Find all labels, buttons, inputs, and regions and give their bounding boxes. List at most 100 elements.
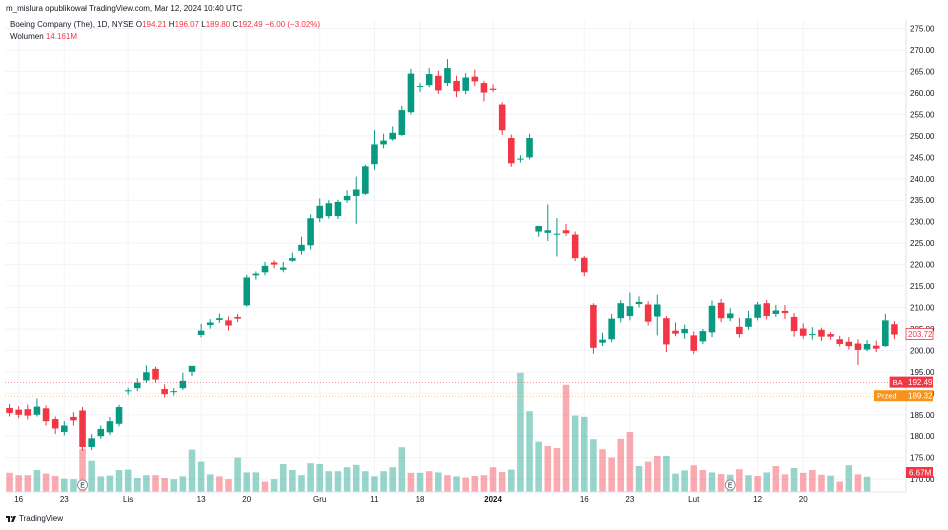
price-lines <box>5 382 905 397</box>
time-tick-label: 11 <box>370 495 379 504</box>
volume-bar <box>809 470 816 492</box>
volume-bar <box>143 475 150 492</box>
legend-volume-label[interactable]: Wolumen <box>10 32 44 41</box>
candle-body <box>480 83 488 93</box>
candle-body <box>343 195 351 201</box>
volume-bar <box>6 472 13 492</box>
price-tick-label: 255.00 <box>910 110 935 119</box>
candle-body <box>15 409 22 415</box>
volume-bar <box>471 476 479 492</box>
price-badge <box>889 376 933 388</box>
legend-symbol[interactable]: Boeing Company (The), 1D, NYSE <box>10 20 134 29</box>
candle-body <box>61 425 68 432</box>
volume-bar <box>644 461 652 492</box>
volume-bar <box>352 464 360 492</box>
volume-bar <box>535 441 542 492</box>
candle-body <box>854 343 862 350</box>
candle-body <box>161 389 168 395</box>
candle-body <box>872 345 880 349</box>
legend-low: 189.80 <box>205 20 231 29</box>
candle-body <box>425 74 433 86</box>
volume-bar <box>444 475 451 492</box>
candle-body <box>891 324 898 335</box>
volume-bar <box>626 432 634 492</box>
candle-body <box>79 410 86 447</box>
candle-body <box>681 328 688 334</box>
candle-body <box>726 313 734 319</box>
price-badge-value: 189.32 <box>908 392 933 401</box>
volume-bar <box>435 472 442 492</box>
volume-bar <box>70 479 77 492</box>
candle-body <box>526 138 533 158</box>
volume-bar <box>24 475 32 492</box>
volume-bar <box>225 479 232 492</box>
volume-bar <box>398 447 406 492</box>
volume-bar <box>298 475 305 492</box>
candle-body <box>416 86 424 88</box>
volume-bar <box>517 372 524 492</box>
candle-body <box>243 277 251 306</box>
time-tick-label: 20 <box>242 495 251 504</box>
volume-bar <box>270 479 278 492</box>
candle-body <box>152 368 159 380</box>
candle-body <box>106 421 114 433</box>
volume-bar <box>362 471 369 492</box>
price-axis-bg <box>906 0 948 492</box>
volume-bar <box>307 463 314 492</box>
price-tick-label: 270.00 <box>910 46 935 55</box>
volume-bar <box>279 464 287 492</box>
volume-bar <box>206 474 214 492</box>
legend-high: 196.07 <box>174 20 200 29</box>
candle-body <box>644 304 652 322</box>
price-badge-tag: BA <box>893 378 903 387</box>
price-axis: 275.00 270.00 265.00 260.00 255.00 250.00 245.… <box>874 0 948 492</box>
price-tick-label: 250.00 <box>910 132 935 141</box>
chart-legend: Boeing Company (The), 1D, NYSE O194.21 H… <box>10 19 320 43</box>
volume-bar <box>681 470 688 492</box>
volume-bar <box>161 478 168 492</box>
price-tick-label: 175.00 <box>910 454 935 463</box>
earnings-marker-label: E <box>80 483 85 490</box>
candle-body <box>334 201 342 217</box>
legend-o-label: O <box>135 20 143 29</box>
candle-body <box>115 407 123 424</box>
tradingview-footer[interactable]: TradingView <box>6 514 63 523</box>
candle-body <box>708 305 716 333</box>
legend-h-label: H <box>168 20 175 29</box>
candle-body <box>70 416 77 421</box>
candle-body <box>124 390 132 392</box>
candle-body <box>590 304 597 348</box>
volume-bar <box>736 469 743 492</box>
price-tick-label: 170.00 <box>910 475 935 484</box>
candle-body <box>699 331 707 342</box>
candle-body <box>206 322 214 326</box>
volume-bar <box>234 457 241 492</box>
candle-body <box>33 406 41 415</box>
legend-l-label: L <box>201 20 206 29</box>
candle-body <box>407 73 415 113</box>
volume-bar <box>480 475 488 492</box>
legend-open: 194.21 <box>142 20 167 29</box>
candle-body <box>599 339 606 343</box>
time-tick-label: 13 <box>197 495 206 504</box>
volume-bar <box>635 466 643 492</box>
volume-bar <box>717 474 725 492</box>
volume-bar <box>763 472 771 492</box>
time-tick-label: 20 <box>799 495 808 504</box>
volume-bar <box>799 472 807 492</box>
candle-body <box>790 316 798 332</box>
price-tick-label: 195.00 <box>910 368 935 377</box>
volume-bar <box>425 471 433 492</box>
price-tick-label: 220.00 <box>910 261 935 270</box>
candle-body <box>389 132 396 140</box>
time-tick-label: 12 <box>753 495 762 504</box>
candle-body <box>799 328 807 336</box>
candle-body <box>626 306 634 317</box>
volume-badge <box>906 467 933 478</box>
candle-body <box>307 218 314 246</box>
time-tick-label: 23 <box>625 495 634 504</box>
volume-bar <box>772 466 780 492</box>
candle-body <box>316 205 324 219</box>
